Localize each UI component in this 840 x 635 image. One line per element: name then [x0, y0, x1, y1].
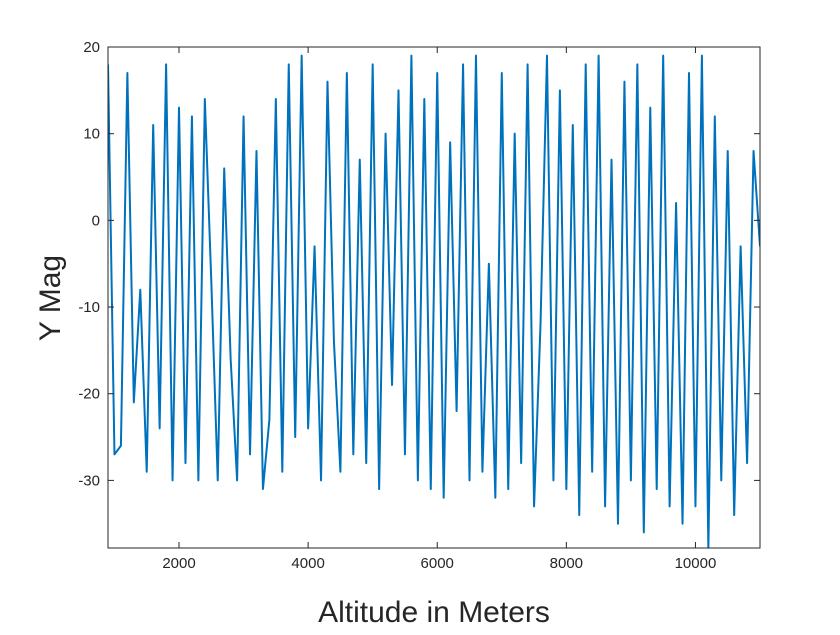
- x-tick-label: 4000: [291, 555, 324, 572]
- y-tick-label: 10: [83, 126, 100, 143]
- x-tick-label: 10000: [675, 555, 717, 572]
- x-tick-label: 6000: [421, 555, 454, 572]
- y-tick-label: -20: [78, 386, 100, 403]
- x-axis-label: Altitude in Meters: [318, 596, 550, 629]
- axes-box: [107, 46, 761, 549]
- x-tick-label: 2000: [162, 555, 195, 572]
- y-tick-label: 20: [83, 39, 100, 56]
- y-axis-label: Y Mag: [34, 255, 67, 341]
- y-tick-label: 0: [92, 212, 100, 229]
- y-tick-label: -30: [78, 472, 100, 489]
- y-tick-label: -10: [78, 299, 100, 316]
- x-tick-label: 8000: [550, 555, 583, 572]
- data-line: [108, 54, 760, 548]
